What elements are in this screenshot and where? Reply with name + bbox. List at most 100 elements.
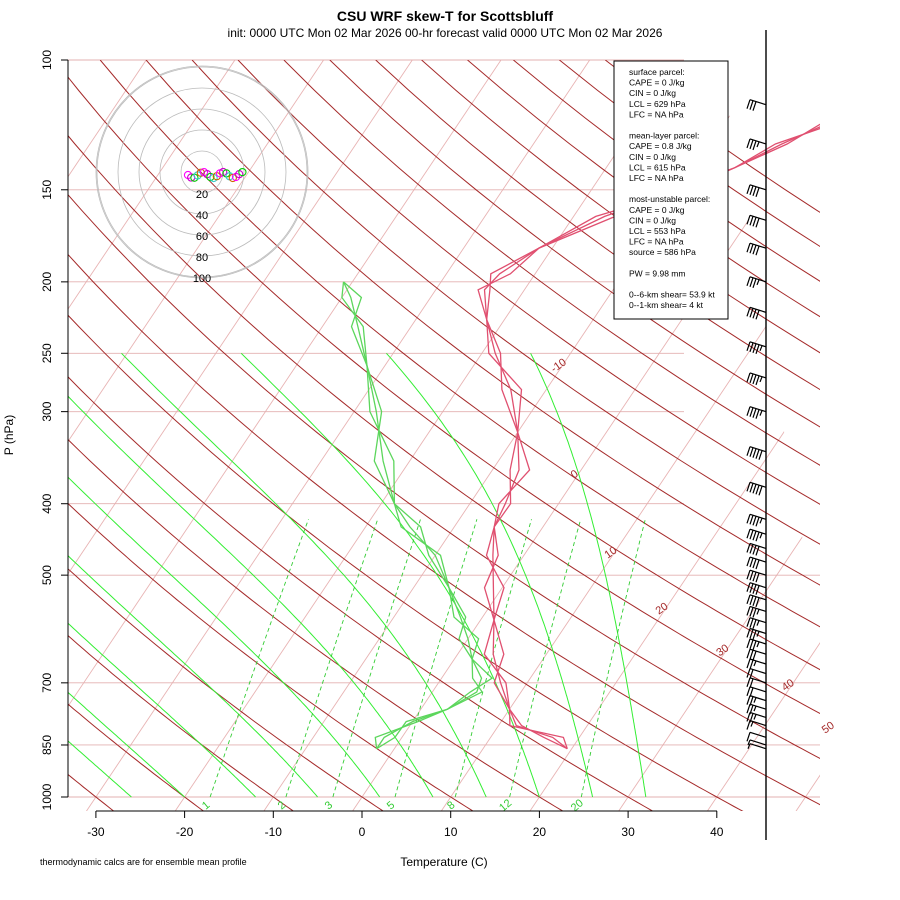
y-tick-label: 200: [40, 272, 54, 292]
wind-barb: [746, 582, 767, 595]
info-box-line: PW = 9.98 mm: [629, 268, 685, 278]
moist-adiabat: [68, 476, 381, 798]
x-tick-label: 20: [533, 825, 547, 839]
moist-adiabat: [530, 353, 647, 798]
x-tick-label: 30: [621, 825, 635, 839]
dry-adiabat: [68, 502, 474, 811]
wind-barb: [746, 648, 767, 661]
wind-barb: [746, 481, 767, 496]
isotherm-line: [85, 60, 591, 811]
dry-adiabat: [237, 60, 820, 505]
wind-barb: [746, 667, 767, 679]
wind-barb: [746, 138, 767, 151]
info-box-line: LCL = 615 hPa: [629, 162, 686, 172]
hodograph-ring: [159, 129, 245, 215]
info-box-line: source = 586 hPa: [629, 247, 696, 257]
isotherm-label: -10: [549, 356, 569, 375]
wind-barb-panel: [746, 30, 767, 840]
dewpoint-profile-line: [341, 281, 484, 749]
wind-barb: [746, 242, 767, 256]
hodograph: 20 40 60 80 100: [95, 65, 309, 285]
isotherm-line: [884, 60, 900, 813]
moist-adiabat-lines: [68, 352, 647, 798]
dry-adiabat: [68, 134, 820, 715]
info-box-frame: [613, 60, 729, 320]
wind-barb: [746, 658, 767, 670]
wind-barb: [746, 446, 767, 460]
mixing-ratio-line: [285, 519, 379, 798]
moist-adiabat: [240, 352, 540, 798]
isotherm-label: 10: [602, 544, 619, 561]
wind-barb: [746, 617, 767, 629]
hodograph-ring: [117, 87, 287, 257]
mixing-ratio-line: [509, 519, 582, 798]
mixing-ratio-label: 8: [445, 799, 457, 812]
hodograph-ring-label: 80: [196, 252, 208, 264]
dry-adiabat: [68, 634, 295, 811]
dry-adiabat: [145, 60, 820, 586]
mixing-ratio-line: [394, 519, 478, 798]
x-axis-label: Temperature (C): [400, 855, 487, 869]
wind-barb: [747, 743, 767, 750]
wind-barb: [746, 695, 767, 706]
x-axis-ticks: -30 -20 -10 0 10 20 30 40: [87, 811, 724, 839]
mixing-ratio-label: 3: [323, 799, 335, 812]
info-box-line: CIN = 0 J/kg: [629, 152, 676, 162]
y-tick-label: 150: [40, 179, 54, 199]
moist-adiabat: [68, 554, 318, 798]
wind-barb: [746, 556, 767, 570]
isotherm-labels: -10 0 10 20 30 40 50: [549, 356, 837, 736]
chart-title: CSU WRF skew-T for Scottsbluff: [337, 8, 554, 24]
isotherm-label: 40: [780, 677, 797, 694]
x-tick-label: 0: [359, 825, 366, 839]
y-tick-label: 1000: [40, 783, 54, 810]
isotherm-label: 20: [654, 601, 671, 618]
hodograph-ring-label: 60: [196, 231, 208, 243]
y-axis-ticks: 100 150 200 250 300 400 500 700 850 1000: [40, 50, 68, 810]
info-box-line: LFC = NA hPa: [629, 109, 684, 119]
info-box-line: 0--6-km shear= 53.9 kt: [629, 290, 715, 300]
mixing-ratio-label: 20: [569, 797, 586, 814]
isotherm-label: 50: [820, 719, 837, 736]
dry-adiabat: [99, 60, 820, 628]
wind-barb: [746, 638, 767, 651]
moist-adiabat: [68, 740, 132, 798]
isotherm-line: [68, 60, 236, 811]
info-box-line: mean-layer parcel:: [629, 131, 699, 141]
isotherm-line: [528, 60, 820, 811]
info-box-line: CAPE = 0 J/kg: [629, 205, 685, 215]
y-tick-label: 700: [40, 673, 54, 693]
wind-barb: [746, 731, 767, 742]
dry-adiabat: [559, 60, 820, 248]
y-tick-label: 100: [40, 50, 54, 70]
mixing-ratio-line: [580, 519, 646, 798]
wind-barb: [746, 184, 767, 197]
isotherm-line: [705, 60, 820, 811]
isotherm-label: 0: [569, 468, 581, 481]
isotherm-line: [439, 60, 820, 811]
wind-barb: [746, 306, 767, 320]
y-tick-label: 400: [40, 493, 54, 513]
dry-adiabat: [68, 76, 820, 671]
mixing-ratio-label: 12: [497, 797, 514, 814]
isotherm-line: [173, 60, 679, 811]
wind-barb: [746, 677, 767, 689]
dry-adiabat: [68, 568, 385, 811]
wind-barb: [746, 406, 767, 419]
isotherm-line: [794, 60, 820, 811]
dry-adiabat: [68, 314, 744, 811]
isotherm-line: [68, 60, 324, 811]
wind-barb: [746, 569, 767, 583]
info-box-line: 0--1-km shear= 4 kt: [629, 300, 704, 310]
y-tick-label: 850: [40, 735, 54, 755]
wind-barb: [746, 513, 767, 527]
info-box-line: CAPE = 0 J/kg: [629, 78, 685, 88]
wind-barb: [746, 703, 767, 715]
dry-adiabat: [283, 60, 820, 466]
isotherm-line: [68, 60, 413, 811]
wind-barb: [746, 627, 767, 640]
plot-background: [68, 59, 900, 813]
mixing-ratio-lines: [209, 519, 646, 798]
dry-adiabat-lines: [68, 60, 820, 811]
